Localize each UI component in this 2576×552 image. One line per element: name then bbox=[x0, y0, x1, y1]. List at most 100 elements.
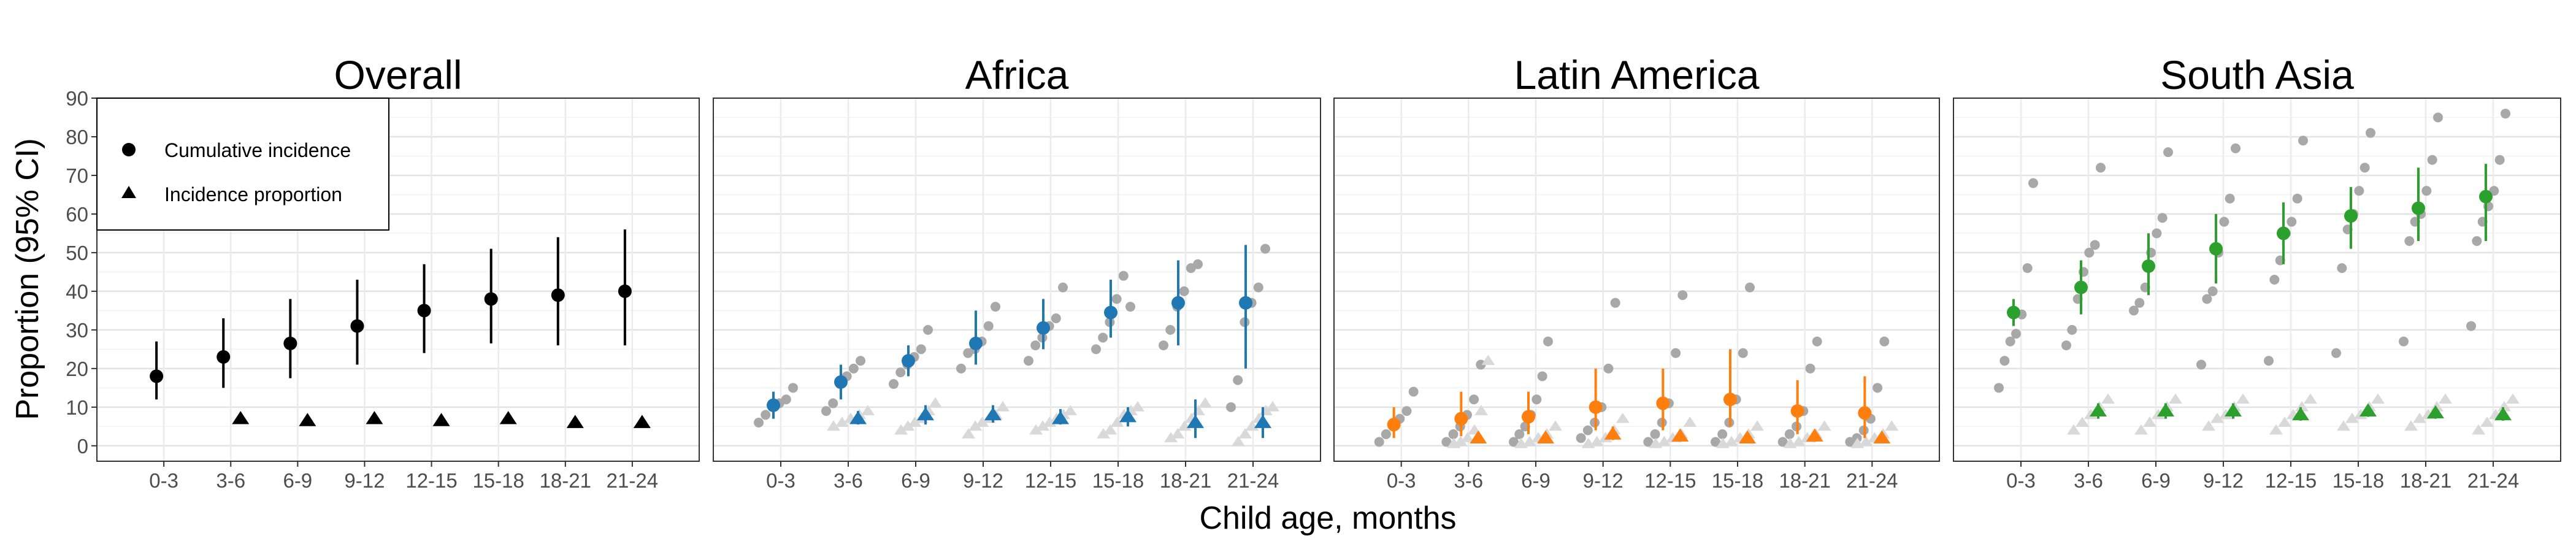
cohort-cumulative-point bbox=[1233, 375, 1243, 385]
cohort-incidence-triangle bbox=[1097, 428, 1110, 439]
cohort-cumulative-point bbox=[2298, 136, 2308, 146]
x-tick-label: 3-6 bbox=[1454, 469, 1483, 492]
x-tick-label: 9-12 bbox=[344, 469, 385, 492]
cohort-incidence-triangle bbox=[2269, 424, 2283, 435]
cohort-cumulative-point bbox=[2359, 163, 2370, 173]
cohort-cumulative-point bbox=[2354, 186, 2364, 196]
cohort-cumulative-point bbox=[1999, 356, 2010, 366]
cohort-incidence-triangle bbox=[1481, 355, 1495, 366]
y-tick-label: 60 bbox=[66, 203, 88, 226]
cohort-incidence-triangle bbox=[1683, 416, 1697, 427]
cohort-cumulative-point bbox=[1537, 371, 1547, 381]
x-tick-label: 0-3 bbox=[149, 469, 178, 492]
cohort-incidence-triangle bbox=[1792, 435, 1806, 447]
cumulative-point bbox=[350, 319, 364, 333]
cohort-cumulative-point bbox=[1509, 437, 1519, 447]
cohort-incidence-triangle bbox=[901, 420, 915, 431]
cohort-incidence-triangle bbox=[894, 424, 908, 435]
cohort-cumulative-point bbox=[1226, 402, 1236, 412]
incidence-triangle bbox=[633, 415, 651, 428]
cohort-incidence-triangle bbox=[2345, 412, 2359, 423]
cumulative-point bbox=[902, 354, 915, 368]
cohort-incidence-triangle bbox=[861, 405, 875, 416]
cohort-cumulative-point bbox=[1159, 340, 1168, 351]
legend-label-cumulative: Cumulative incidence bbox=[164, 139, 351, 161]
cohort-cumulative-point bbox=[889, 379, 899, 389]
cohort-cumulative-point bbox=[1253, 282, 1263, 293]
cohort-incidence-triangle bbox=[1523, 435, 1536, 447]
cohort-cumulative-point bbox=[895, 367, 906, 378]
cohort-cumulative-point bbox=[991, 302, 1000, 312]
x-tick-label: 3-6 bbox=[834, 469, 863, 492]
cohort-cumulative-point bbox=[1643, 437, 1654, 447]
cohort-incidence-triangle bbox=[1750, 420, 1764, 431]
cohort-incidence-triangle bbox=[962, 428, 975, 439]
incidence-triangle bbox=[2225, 403, 2242, 416]
incidence-triangle bbox=[1187, 415, 1204, 428]
cohort-cumulative-point bbox=[1469, 394, 1479, 405]
cohort-cumulative-point bbox=[1091, 344, 1101, 355]
y-tick-label: 40 bbox=[66, 280, 88, 303]
panels-layer: Overall 0-3 3-6 6-9 9-12 12-15 15-18 18-21 21-24… bbox=[66, 52, 2561, 492]
x-tick-label: 15-18 bbox=[2333, 469, 2384, 492]
cohort-cumulative-point bbox=[1058, 282, 1068, 293]
cohort-cumulative-point bbox=[788, 383, 798, 393]
legend-box bbox=[96, 98, 389, 231]
cohort-cumulative-point bbox=[1717, 429, 1728, 439]
cohort-cumulative-point bbox=[2264, 356, 2274, 366]
incidence-triangle bbox=[1470, 430, 1487, 444]
legend: Cumulative incidence Incidence proportio… bbox=[96, 98, 389, 231]
cohort-incidence-triangle bbox=[1110, 416, 1124, 427]
cohort-incidence-triangle bbox=[2439, 393, 2452, 404]
x-tick-label: 12-15 bbox=[1025, 469, 1076, 492]
panel-background bbox=[1334, 98, 1939, 461]
cohort-incidence-triangle bbox=[929, 397, 942, 408]
cohort-incidence-triangle bbox=[2134, 424, 2148, 435]
cohort-cumulative-point bbox=[2287, 217, 2297, 227]
cohort-incidence-triangle bbox=[2337, 420, 2350, 431]
cumulative-point bbox=[217, 350, 231, 364]
cohort-cumulative-point bbox=[2433, 112, 2443, 123]
cohort-cumulative-point bbox=[1111, 294, 1122, 304]
cohort-cumulative-point bbox=[1441, 437, 1452, 447]
x-tick-label: 21-24 bbox=[607, 469, 658, 492]
x-tick-label: 9-12 bbox=[963, 469, 1003, 492]
incidence-triangle bbox=[1604, 426, 1622, 440]
x-tick-label: 15-18 bbox=[1712, 469, 1763, 492]
cohort-cumulative-point bbox=[1543, 336, 1553, 347]
x-axis-title: Child age, months bbox=[1199, 500, 1456, 536]
cohort-cumulative-point bbox=[1051, 313, 1061, 323]
incidence-triangle bbox=[984, 407, 1002, 421]
incidence-triangle bbox=[1119, 408, 1137, 423]
cohort-cumulative-point bbox=[2269, 275, 2280, 285]
cohort-incidence-triangle bbox=[1043, 416, 1057, 427]
x-tick-label: 15-18 bbox=[1092, 469, 1144, 492]
y-tick-label: 30 bbox=[66, 319, 88, 342]
legend-label-incidence: Incidence proportion bbox=[164, 183, 342, 205]
cohort-cumulative-point bbox=[1514, 429, 1525, 439]
cohort-incidence-triangle bbox=[1454, 435, 1468, 447]
incidence-triangle bbox=[1739, 430, 1756, 444]
incidence-triangle bbox=[1806, 428, 1823, 442]
x-tick-label: 0-3 bbox=[2006, 469, 2036, 492]
panel-title: South Asia bbox=[2160, 52, 2354, 98]
incidence-triangle bbox=[232, 411, 250, 424]
panel-background bbox=[1953, 98, 2561, 461]
cohort-cumulative-point bbox=[761, 410, 771, 420]
cohort-incidence-triangle bbox=[1616, 412, 1630, 423]
x-tick-label: 15-18 bbox=[472, 469, 524, 492]
cohort-cumulative-point bbox=[1603, 363, 1614, 374]
y-tick-label: 70 bbox=[66, 164, 88, 187]
cohort-cumulative-point bbox=[923, 324, 933, 335]
panel-3: South Asia 0-3 3-6 6-9 9-12 12-15 15-18 18-21 21… bbox=[1953, 52, 2561, 492]
cohort-incidence-triangle bbox=[1590, 435, 1604, 447]
legend-circle-marker bbox=[122, 143, 136, 156]
x-tick-label: 3-6 bbox=[216, 469, 245, 492]
cohort-cumulative-point bbox=[2157, 213, 2168, 223]
incidence-triangle bbox=[2090, 403, 2107, 416]
panel-title: Africa bbox=[965, 52, 1069, 98]
incidence-triangle bbox=[432, 413, 450, 426]
cumulative-point bbox=[283, 336, 297, 350]
cohort-incidence-triangle bbox=[1460, 432, 1474, 443]
x-tick-label: 21-24 bbox=[1227, 469, 1279, 492]
